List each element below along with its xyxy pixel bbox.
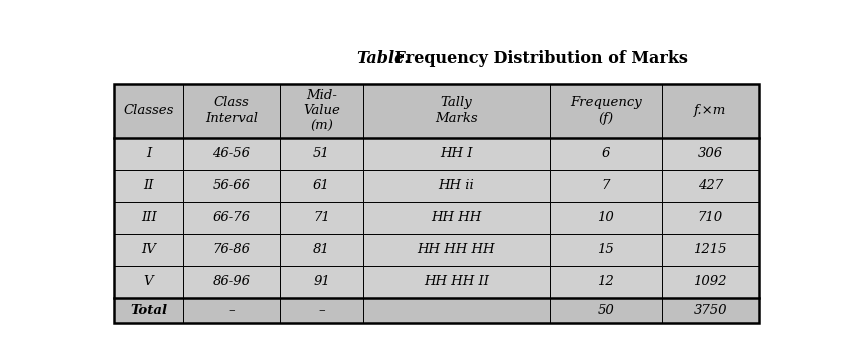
Text: Frequency Distribution of Marks: Frequency Distribution of Marks <box>389 50 688 67</box>
Bar <box>662 298 759 323</box>
Bar <box>280 298 363 323</box>
Bar <box>280 170 363 202</box>
Bar <box>114 266 183 298</box>
Bar <box>114 84 759 323</box>
Text: 61: 61 <box>313 179 330 192</box>
Text: 7: 7 <box>602 179 610 192</box>
Text: 710: 710 <box>698 211 722 224</box>
Bar <box>280 202 363 234</box>
Text: I: I <box>146 147 152 160</box>
Bar <box>363 298 550 323</box>
Text: 10: 10 <box>597 211 614 224</box>
Text: 81: 81 <box>313 243 330 256</box>
Text: 71: 71 <box>313 211 330 224</box>
Bar <box>550 202 662 234</box>
Text: –: – <box>228 304 235 317</box>
Text: 86-96: 86-96 <box>212 275 250 288</box>
Bar <box>550 234 662 266</box>
Text: 12: 12 <box>597 275 614 288</box>
Text: 427: 427 <box>698 179 722 192</box>
Bar <box>183 298 280 323</box>
Bar <box>114 138 183 170</box>
Bar <box>183 170 280 202</box>
Text: 1092: 1092 <box>694 275 727 288</box>
Bar <box>183 138 280 170</box>
Text: HH HH II: HH HH II <box>424 275 489 288</box>
Bar <box>550 170 662 202</box>
Bar <box>363 170 550 202</box>
Text: 306: 306 <box>698 147 722 160</box>
Text: Mid-
Value
(m): Mid- Value (m) <box>303 89 340 133</box>
Bar <box>280 234 363 266</box>
Text: IV: IV <box>141 243 156 256</box>
Bar <box>114 84 183 138</box>
Bar <box>114 298 183 323</box>
Text: 56-66: 56-66 <box>212 179 250 192</box>
Text: Tally
Marks: Tally Marks <box>435 96 478 125</box>
Text: HH HH HH: HH HH HH <box>417 243 495 256</box>
Text: Classes: Classes <box>124 104 174 117</box>
Text: 51: 51 <box>313 147 330 160</box>
Bar <box>662 202 759 234</box>
Bar <box>662 234 759 266</box>
Text: Table.: Table. <box>356 50 410 67</box>
Text: 76-86: 76-86 <box>212 243 250 256</box>
Bar <box>183 266 280 298</box>
Text: 3750: 3750 <box>694 304 727 317</box>
Bar <box>662 138 759 170</box>
Bar <box>363 202 550 234</box>
Bar <box>363 266 550 298</box>
Text: 50: 50 <box>597 304 614 317</box>
Text: 46-56: 46-56 <box>212 147 250 160</box>
Bar <box>183 202 280 234</box>
Text: HH ii: HH ii <box>439 179 475 192</box>
Text: HH HH: HH HH <box>431 211 481 224</box>
Text: II: II <box>143 179 154 192</box>
Text: 66-76: 66-76 <box>212 211 250 224</box>
Bar <box>114 170 183 202</box>
Bar <box>183 84 280 138</box>
Text: Total: Total <box>130 304 167 317</box>
Bar <box>363 138 550 170</box>
Text: HH I: HH I <box>440 147 473 160</box>
Bar <box>363 234 550 266</box>
Bar <box>550 298 662 323</box>
Bar <box>550 266 662 298</box>
Text: 1215: 1215 <box>694 243 727 256</box>
Text: Table. Frequency Distribution of Marks: Table. Frequency Distribution of Marks <box>250 9 602 26</box>
Bar <box>662 170 759 202</box>
Text: III: III <box>141 211 157 224</box>
Bar <box>550 138 662 170</box>
Text: 15: 15 <box>597 243 614 256</box>
Bar <box>550 84 662 138</box>
Text: –: – <box>318 304 325 317</box>
Text: V: V <box>144 275 153 288</box>
Bar <box>363 84 550 138</box>
Text: Class
Interval: Class Interval <box>205 96 258 125</box>
Text: 6: 6 <box>602 147 610 160</box>
Bar <box>662 84 759 138</box>
Bar <box>280 266 363 298</box>
Bar <box>280 138 363 170</box>
Bar <box>662 266 759 298</box>
Bar <box>280 84 363 138</box>
Text: Frequency
(f): Frequency (f) <box>570 96 642 125</box>
Bar <box>114 234 183 266</box>
Text: f.×m: f.×m <box>694 104 727 117</box>
Bar <box>183 234 280 266</box>
Text: 91: 91 <box>313 275 330 288</box>
Bar <box>114 202 183 234</box>
